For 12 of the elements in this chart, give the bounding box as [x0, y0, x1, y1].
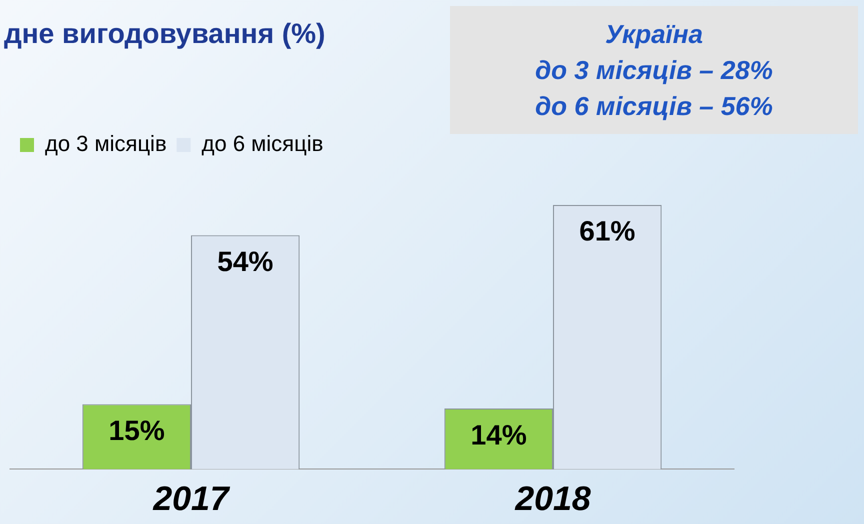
text: до 6 місяців – 56%: [534, 90, 774, 123]
data-label: 61%: [579, 216, 636, 247]
text: до 3 місяців – 28%: [534, 54, 774, 87]
chart-title: дне вигодовування (%): [4, 18, 326, 50]
data-label: 14%: [470, 419, 527, 450]
data-label: 15%: [108, 414, 165, 446]
text: Україна: [604, 18, 704, 51]
x-tick-label: 2018: [514, 480, 591, 518]
legend-label: до 6 місяців: [202, 131, 324, 156]
x-tick-label: 2017: [152, 480, 231, 518]
data-label: 54%: [217, 246, 274, 278]
legend-label: до 3 місяців: [45, 131, 167, 156]
